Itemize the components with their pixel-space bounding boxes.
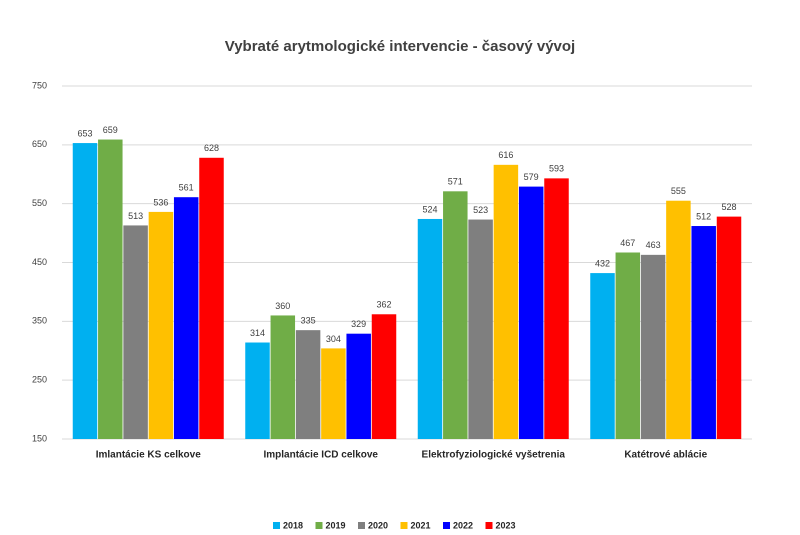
bar <box>615 252 641 439</box>
bar <box>716 216 742 439</box>
chart-title: Vybraté arytmologické intervencie - časo… <box>225 38 575 55</box>
value-label: 561 <box>179 183 194 193</box>
bar <box>346 333 371 439</box>
y-tick-label: 450 <box>32 257 47 267</box>
bar <box>443 191 468 439</box>
bar <box>493 164 519 439</box>
value-label: 513 <box>128 211 143 221</box>
y-tick-label: 350 <box>32 316 47 326</box>
value-label: 555 <box>671 186 686 196</box>
value-label: 362 <box>376 300 391 310</box>
legend-label: 2018 <box>283 520 303 530</box>
value-label: 571 <box>448 177 463 187</box>
x-tick-label: Elektrofyziologické vyšetrenia <box>422 450 566 461</box>
value-label: 463 <box>646 240 661 250</box>
y-tick-label: 250 <box>32 375 47 385</box>
bar <box>518 186 544 439</box>
value-label: 304 <box>326 334 341 344</box>
y-tick-label: 550 <box>32 198 47 208</box>
value-label: 524 <box>422 204 437 214</box>
bar <box>98 139 123 439</box>
value-label: 432 <box>595 258 610 268</box>
legend-swatch <box>273 522 280 529</box>
bar <box>417 218 443 439</box>
legend-label: 2019 <box>326 520 346 530</box>
x-tick-label: Imlantácie KS celkove <box>96 450 201 461</box>
bar <box>173 197 199 439</box>
value-label: 467 <box>620 238 635 248</box>
bar <box>72 143 98 439</box>
value-label: 523 <box>473 205 488 215</box>
value-label: 335 <box>301 316 316 326</box>
legend-label: 2022 <box>453 520 473 530</box>
bar <box>321 348 346 439</box>
value-label: 314 <box>250 328 265 338</box>
bar <box>590 273 615 439</box>
bar <box>295 330 321 439</box>
bar <box>199 157 224 439</box>
bar <box>148 211 174 439</box>
value-label: 579 <box>524 172 539 182</box>
bar <box>270 315 296 439</box>
bar <box>245 342 270 439</box>
bar <box>468 219 493 439</box>
bar <box>371 314 397 439</box>
value-label: 593 <box>549 164 564 174</box>
y-tick-label: 150 <box>32 433 47 443</box>
legend-swatch <box>315 522 323 529</box>
bar <box>666 200 691 439</box>
y-tick-label: 750 <box>32 80 47 90</box>
bar <box>544 178 569 439</box>
value-label: 528 <box>721 202 736 212</box>
legend-swatch <box>485 522 493 529</box>
value-label: 628 <box>204 143 219 153</box>
legend-swatch <box>443 522 450 529</box>
value-label: 536 <box>153 197 168 207</box>
legend-label: 2020 <box>368 520 388 530</box>
y-tick-label: 650 <box>32 139 47 149</box>
value-label: 360 <box>275 301 290 311</box>
value-label: 512 <box>696 211 711 221</box>
value-label: 659 <box>103 125 118 135</box>
value-label: 329 <box>351 319 366 329</box>
bar <box>123 225 148 439</box>
legend-swatch <box>358 522 365 529</box>
bar <box>640 254 666 439</box>
value-label: 616 <box>498 150 513 160</box>
x-tick-label: Katétrové ablácie <box>624 450 707 461</box>
legend-swatch <box>400 522 408 529</box>
bar <box>691 226 716 439</box>
x-tick-label: Implantácie ICD celkove <box>264 450 379 461</box>
value-label: 653 <box>77 128 92 138</box>
legend-label: 2023 <box>496 520 516 530</box>
legend-label: 2021 <box>411 520 431 530</box>
